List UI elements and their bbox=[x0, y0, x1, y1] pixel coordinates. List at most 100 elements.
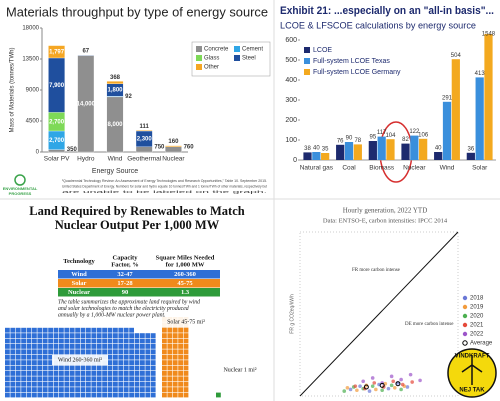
waffle-cell bbox=[75, 387, 80, 392]
waffle-cell bbox=[42, 365, 48, 371]
waffle-cell bbox=[172, 327, 178, 333]
waffle-cell bbox=[183, 327, 189, 333]
waffle-cell bbox=[5, 365, 10, 371]
legend-swatch bbox=[234, 55, 240, 61]
waffle-cell bbox=[32, 327, 37, 333]
waffle-cell bbox=[167, 381, 173, 387]
waffle-cell bbox=[64, 333, 70, 338]
waffle-cell bbox=[42, 387, 48, 392]
waffle-cell bbox=[107, 344, 113, 349]
waffle-cell bbox=[140, 333, 145, 338]
x-tick-label: Solar bbox=[472, 165, 488, 172]
waffle-cell bbox=[91, 387, 97, 392]
point bbox=[345, 386, 350, 390]
waffle-cell bbox=[15, 387, 21, 392]
waffle-cell bbox=[69, 344, 75, 349]
waffle-cell bbox=[102, 333, 107, 338]
waffle-cell bbox=[102, 371, 107, 376]
waffle-cell bbox=[21, 349, 26, 355]
point bbox=[400, 382, 405, 387]
waffle-cell bbox=[145, 376, 151, 382]
waffle-cell bbox=[96, 392, 102, 398]
waffle-cell bbox=[178, 338, 183, 344]
waffle-cell bbox=[75, 376, 80, 382]
waffle-cell bbox=[172, 344, 178, 349]
waffle-cell bbox=[167, 387, 173, 392]
waffle-cell bbox=[91, 381, 97, 387]
waffle-cell bbox=[162, 387, 167, 392]
waffle-cell bbox=[10, 392, 16, 398]
waffle-cell bbox=[64, 344, 70, 349]
waffle-cell bbox=[113, 349, 118, 355]
waffle-cell bbox=[183, 354, 189, 360]
waffle-cell bbox=[113, 338, 118, 344]
value-label: 368 bbox=[110, 75, 121, 81]
value-label: 1548 bbox=[482, 32, 496, 38]
waffle-cell bbox=[80, 344, 86, 349]
waffle-cell bbox=[48, 354, 53, 360]
waffle-cell bbox=[134, 365, 140, 371]
waffle-cell bbox=[162, 392, 167, 398]
waffle-cell bbox=[59, 338, 64, 344]
waffle-cell bbox=[123, 365, 129, 371]
waffle-cell bbox=[162, 338, 167, 344]
waffle-cell bbox=[123, 387, 129, 392]
point bbox=[355, 388, 359, 393]
waffle-cell bbox=[102, 327, 107, 333]
waffle-cell bbox=[10, 333, 16, 338]
legend-label: 2021 bbox=[470, 323, 484, 329]
waffle-cell bbox=[118, 365, 124, 371]
waffle-cell bbox=[118, 354, 124, 360]
bar bbox=[377, 136, 386, 160]
value-label: 8,000 bbox=[107, 122, 123, 128]
legend-label: LCOE bbox=[313, 47, 332, 54]
table-cell: 1.3 bbox=[181, 289, 190, 296]
waffle-cell bbox=[96, 387, 102, 392]
waffle-cell bbox=[140, 338, 145, 344]
table-cell: 90 bbox=[122, 289, 129, 296]
legend-swatch bbox=[304, 58, 310, 64]
x-tick-label: Nuclear bbox=[403, 165, 426, 172]
waffle-cell bbox=[118, 387, 124, 392]
waffle-cell bbox=[80, 387, 86, 392]
waffle-cell bbox=[75, 344, 80, 349]
point bbox=[367, 389, 372, 393]
chart-title: Nuclear Output Per 1,000 MW bbox=[55, 218, 220, 232]
waffle-cell bbox=[26, 333, 32, 338]
logo-text: PROGRESS bbox=[9, 191, 32, 196]
y-tick-label: 300 bbox=[285, 97, 297, 104]
waffle-cell bbox=[5, 344, 10, 349]
waffle-cell bbox=[150, 376, 156, 382]
waffle-cell bbox=[113, 333, 118, 338]
waffle-cell bbox=[53, 376, 59, 382]
x-tick-label: Solar PV bbox=[44, 156, 70, 163]
waffle-cell bbox=[5, 376, 10, 382]
point bbox=[348, 387, 353, 392]
waffle-cell bbox=[118, 381, 124, 387]
waffle-cell bbox=[48, 360, 53, 365]
waffle-cell bbox=[140, 387, 145, 392]
chart-title: Hourly generation, 2022 YTD bbox=[343, 207, 428, 215]
waffle-cell bbox=[5, 338, 10, 344]
legend-label: 2020 bbox=[470, 314, 484, 320]
bar bbox=[410, 135, 419, 160]
x-tick-label: Geothermal bbox=[127, 156, 162, 163]
waffle-cell bbox=[37, 387, 43, 392]
waffle-cell bbox=[37, 354, 43, 360]
waffle-cell bbox=[150, 371, 156, 376]
waffle-cell bbox=[91, 371, 97, 376]
waffle-cell bbox=[167, 333, 173, 338]
waffle-cell bbox=[167, 338, 173, 344]
waffle-cell bbox=[145, 344, 151, 349]
waffle-cell bbox=[183, 365, 189, 371]
x-tick-label: Natural gas bbox=[300, 165, 334, 172]
waffle-cell bbox=[26, 387, 32, 392]
waffle-cell bbox=[172, 360, 178, 365]
annotation: Solar 45-75 mi² bbox=[167, 319, 205, 325]
annotation: DE more carbon intense bbox=[405, 322, 454, 327]
waffle-cell bbox=[37, 376, 43, 382]
table-cell: 17-28 bbox=[117, 280, 133, 287]
waffle-cell bbox=[86, 327, 91, 333]
waffle-cell bbox=[5, 387, 10, 392]
waffle-cell bbox=[32, 381, 37, 387]
